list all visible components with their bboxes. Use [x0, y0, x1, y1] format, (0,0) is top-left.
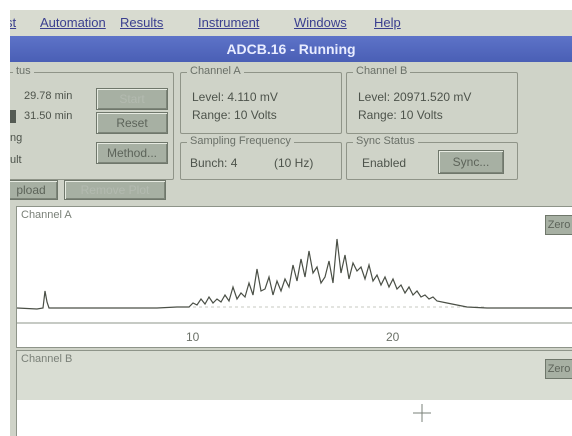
channel-a-level: Level: 4.110 mV: [192, 90, 278, 104]
status-row4: ult: [10, 154, 22, 166]
sync-state: Enabled: [362, 156, 407, 170]
channel-b-range: Range: 10 Volts: [358, 108, 443, 122]
channel-a-trace: [17, 238, 572, 324]
crosshair-icon: [413, 404, 431, 422]
menu-item-help[interactable]: Help: [374, 15, 401, 30]
sampling-bunch: Bunch: 4: [190, 156, 238, 170]
x-tick-10: 10: [186, 330, 200, 344]
sampling-hz: (10 Hz): [274, 156, 314, 170]
sync-title: Sync Status: [353, 135, 418, 147]
channel-a-range: Range: 10 Volts: [192, 108, 277, 122]
channel-a-title: Channel A: [187, 65, 244, 77]
sync-group: Sync Status: [346, 135, 518, 180]
elapsed-time: 29.78 min: [24, 90, 73, 102]
sampling-group: Sampling Frequency: [180, 135, 342, 180]
menu-item-partial[interactable]: st: [10, 15, 17, 30]
status-group: tus: [10, 65, 174, 180]
channel-b-plot-header: Channel B Zero: [16, 350, 572, 402]
channel-b-plot[interactable]: [16, 400, 572, 436]
channel-b-plot-label: Channel B: [21, 353, 73, 365]
remove-plot-button[interactable]: Remove Plot: [64, 180, 166, 200]
sampling-title: Sampling Frequency: [187, 135, 294, 147]
x-tick-20: 20: [386, 330, 400, 344]
channel-b-group: Channel B: [346, 65, 518, 134]
reset-button[interactable]: Reset: [96, 112, 168, 134]
upload-button[interactable]: pload: [10, 180, 58, 200]
start-button[interactable]: Start: [96, 88, 168, 110]
menu-item-results[interactable]: Results: [120, 15, 164, 30]
channel-a-group: Channel A: [180, 65, 342, 134]
status-indicator: [10, 110, 16, 123]
status-group-title: tus: [13, 65, 34, 77]
channel-b-title: Channel B: [353, 65, 411, 77]
menu-bar: st Automation Results Instrument Windows…: [10, 10, 572, 36]
window-title: ADCB.16 - Running: [10, 36, 572, 62]
total-time: 31.50 min: [24, 110, 73, 122]
channel-b-level: Level: 20971.520 mV: [358, 90, 472, 104]
channel-a-plot[interactable]: Channel A Zero: [16, 206, 572, 348]
menu-item-automation[interactable]: Automation: [40, 15, 106, 30]
menu-item-windows[interactable]: Windows: [294, 15, 347, 30]
channel-a-zero-button[interactable]: Zero: [545, 215, 572, 235]
status-row3: ng: [10, 132, 23, 144]
menu-item-instrument[interactable]: Instrument: [198, 15, 260, 30]
instrument-window: st Automation Results Instrument Windows…: [10, 10, 572, 436]
channel-b-zero-button[interactable]: Zero: [545, 359, 572, 379]
channel-a-plot-label: Channel A: [21, 209, 72, 221]
sync-button[interactable]: Sync...: [438, 150, 504, 174]
method-button[interactable]: Method...: [96, 142, 168, 164]
